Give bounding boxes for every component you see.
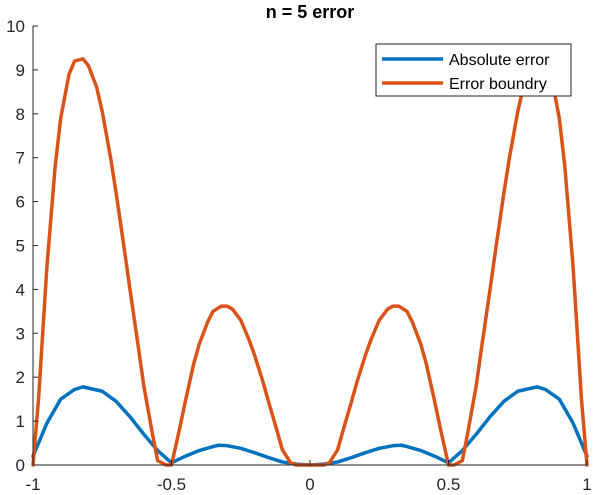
y-tick-label: 9 — [16, 61, 25, 80]
legend-label: Absolute error — [449, 52, 550, 69]
y-axis-ticks: 0 1 2 3 4 5 6 7 8 9 10 — [6, 17, 38, 475]
y-tick-label: 7 — [16, 149, 25, 168]
y-tick-label: 0 — [16, 456, 25, 475]
legend-box — [375, 43, 572, 97]
x-tick-label: 0.5 — [437, 475, 461, 494]
y-tick-label: 1 — [16, 412, 25, 431]
x-tick-label: 0 — [305, 475, 314, 494]
y-tick-label: 3 — [16, 324, 25, 343]
legend-label: Error boundry — [449, 76, 547, 93]
x-tick-label: -1 — [25, 475, 40, 494]
y-tick-label: 8 — [16, 105, 25, 124]
x-tick-label: 1 — [582, 475, 591, 494]
x-axis-ticks: -1 -0.5 0 0.5 1 — [25, 460, 592, 494]
y-tick-label: 10 — [6, 17, 25, 36]
legend: Absolute error Error boundry — [375, 43, 572, 97]
x-tick-label: -0.5 — [157, 475, 186, 494]
y-tick-label: 6 — [16, 193, 25, 212]
y-tick-label: 5 — [16, 237, 25, 256]
y-tick-label: 2 — [16, 368, 25, 387]
y-tick-label: 4 — [16, 280, 25, 299]
chart-title: n = 5 error — [266, 2, 355, 22]
